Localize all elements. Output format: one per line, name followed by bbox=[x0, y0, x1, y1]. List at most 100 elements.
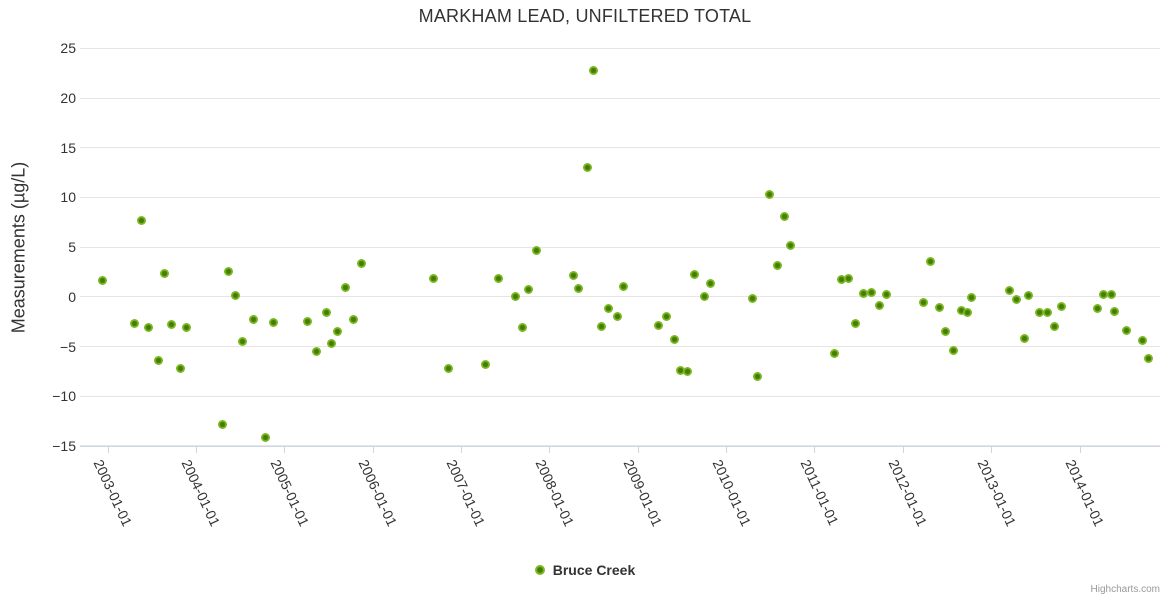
x-axis-label: 2014-01-01 bbox=[1062, 457, 1108, 529]
data-point[interactable] bbox=[429, 274, 439, 284]
data-point[interactable] bbox=[269, 318, 279, 328]
data-point[interactable] bbox=[875, 301, 884, 311]
data-point[interactable] bbox=[967, 293, 977, 303]
data-point[interactable] bbox=[443, 363, 453, 373]
data-point[interactable] bbox=[1121, 326, 1131, 336]
data-point[interactable] bbox=[1012, 295, 1022, 305]
data-point[interactable] bbox=[224, 266, 234, 276]
data-point[interactable] bbox=[669, 335, 679, 344]
data-point[interactable] bbox=[1035, 308, 1045, 318]
x-axis-tick bbox=[726, 447, 728, 453]
legend-item-bruce-creek[interactable]: Bruce Creek bbox=[534, 562, 635, 578]
data-point[interactable] bbox=[940, 327, 950, 337]
data-point[interactable] bbox=[1043, 308, 1053, 318]
data-point[interactable] bbox=[619, 282, 628, 292]
data-point[interactable] bbox=[837, 275, 847, 285]
data-point[interactable] bbox=[1050, 322, 1060, 332]
data-point[interactable] bbox=[1137, 336, 1147, 345]
data-point[interactable] bbox=[218, 419, 228, 429]
data-point[interactable] bbox=[1092, 304, 1102, 314]
data-point[interactable] bbox=[956, 306, 966, 316]
data-point[interactable] bbox=[1024, 291, 1033, 301]
data-point[interactable] bbox=[144, 323, 154, 333]
data-point[interactable] bbox=[231, 291, 241, 301]
x-axis-label: 2007-01-01 bbox=[443, 457, 489, 529]
data-point[interactable] bbox=[1020, 334, 1030, 343]
data-point[interactable] bbox=[612, 312, 622, 322]
data-point[interactable] bbox=[689, 270, 699, 280]
x-axis-label: 2011-01-01 bbox=[797, 457, 842, 528]
data-point[interactable] bbox=[332, 327, 342, 337]
data-point[interactable] bbox=[238, 337, 247, 346]
data-point[interactable] bbox=[312, 347, 321, 356]
data-point[interactable] bbox=[523, 285, 533, 295]
data-point[interactable] bbox=[1109, 307, 1119, 317]
data-point[interactable] bbox=[261, 433, 271, 443]
data-point[interactable] bbox=[705, 279, 715, 289]
data-point[interactable] bbox=[182, 323, 192, 333]
data-point[interactable] bbox=[159, 269, 169, 279]
data-point[interactable] bbox=[654, 321, 664, 331]
gridline bbox=[80, 395, 1160, 397]
data-point[interactable] bbox=[867, 288, 877, 298]
data-point[interactable] bbox=[882, 290, 891, 300]
data-point[interactable] bbox=[785, 240, 795, 250]
gridline bbox=[80, 196, 1160, 198]
data-point[interactable] bbox=[517, 323, 527, 333]
data-point[interactable] bbox=[348, 315, 358, 325]
data-point[interactable] bbox=[1106, 290, 1116, 300]
data-point[interactable] bbox=[340, 283, 350, 293]
x-axis-label: 2006-01-01 bbox=[355, 457, 401, 529]
data-point[interactable] bbox=[830, 349, 840, 358]
data-point[interactable] bbox=[573, 284, 583, 294]
data-point[interactable] bbox=[1004, 286, 1014, 296]
data-point[interactable] bbox=[137, 215, 147, 225]
data-point[interactable] bbox=[303, 317, 313, 327]
data-point[interactable] bbox=[962, 308, 972, 318]
data-point[interactable] bbox=[918, 298, 928, 308]
data-point[interactable] bbox=[1098, 290, 1108, 300]
x-axis-tick bbox=[460, 447, 462, 453]
data-point[interactable] bbox=[481, 359, 491, 369]
data-point[interactable] bbox=[531, 245, 541, 255]
data-point[interactable] bbox=[568, 271, 578, 281]
data-point[interactable] bbox=[249, 315, 259, 325]
data-point[interactable] bbox=[604, 304, 613, 314]
data-point[interactable] bbox=[129, 319, 139, 329]
x-axis-label: 2003-01-01 bbox=[90, 457, 136, 529]
data-point[interactable] bbox=[859, 289, 869, 299]
data-point[interactable] bbox=[596, 322, 606, 332]
data-point[interactable] bbox=[772, 260, 782, 270]
data-point[interactable] bbox=[322, 308, 332, 318]
data-point[interactable] bbox=[675, 365, 685, 375]
data-point[interactable] bbox=[153, 355, 163, 365]
x-axis-label: 2010-01-01 bbox=[709, 457, 754, 529]
x-axis-tick bbox=[372, 447, 374, 453]
data-point[interactable] bbox=[327, 339, 336, 348]
data-point[interactable] bbox=[948, 346, 958, 355]
data-point[interactable] bbox=[582, 163, 592, 173]
data-point[interactable] bbox=[682, 366, 692, 376]
data-point[interactable] bbox=[356, 258, 366, 268]
data-point[interactable] bbox=[176, 363, 186, 373]
data-point[interactable] bbox=[510, 292, 520, 302]
data-point[interactable] bbox=[925, 256, 935, 266]
data-point[interactable] bbox=[1144, 353, 1153, 363]
data-point[interactable] bbox=[589, 65, 598, 75]
data-point[interactable] bbox=[493, 274, 503, 284]
data-point[interactable] bbox=[1056, 302, 1066, 312]
data-point[interactable] bbox=[851, 319, 861, 329]
data-point[interactable] bbox=[753, 371, 763, 381]
highcharts-credits-link[interactable]: Highcharts.com bbox=[1090, 584, 1160, 595]
data-point[interactable] bbox=[98, 276, 108, 286]
data-point[interactable] bbox=[779, 211, 789, 221]
x-axis-label: 2009-01-01 bbox=[620, 457, 666, 529]
data-point[interactable] bbox=[166, 320, 176, 330]
data-point[interactable] bbox=[662, 312, 672, 322]
data-point[interactable] bbox=[844, 274, 853, 284]
data-point[interactable] bbox=[700, 292, 710, 302]
data-point[interactable] bbox=[748, 294, 757, 304]
data-point[interactable] bbox=[764, 189, 774, 199]
x-axis-tick bbox=[284, 447, 286, 453]
data-point[interactable] bbox=[934, 303, 944, 313]
